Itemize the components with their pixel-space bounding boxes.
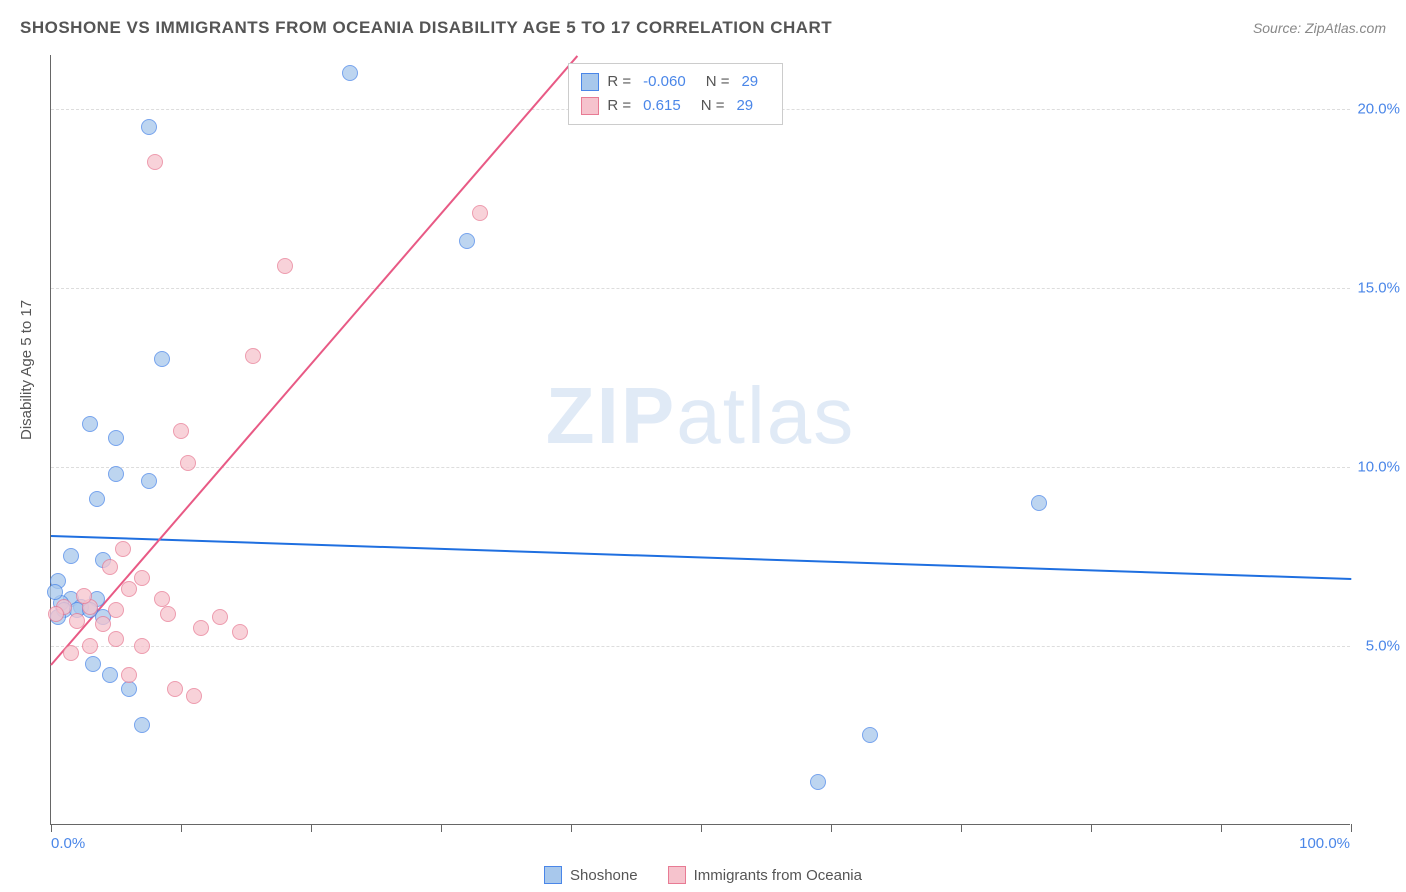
x-tick xyxy=(961,824,962,832)
legend-row: R =0.615N =29 xyxy=(581,94,770,118)
x-tick xyxy=(571,824,572,832)
data-point xyxy=(48,606,64,622)
data-point xyxy=(121,581,137,597)
x-tick xyxy=(181,824,182,832)
chart-title: SHOSHONE VS IMMIGRANTS FROM OCEANIA DISA… xyxy=(20,18,832,38)
data-point xyxy=(134,638,150,654)
legend-item-oceania: Immigrants from Oceania xyxy=(668,866,862,884)
data-point xyxy=(115,541,131,557)
legend-item-shoshone: Shoshone xyxy=(544,866,638,884)
bottom-legend: Shoshone Immigrants from Oceania xyxy=(0,866,1406,884)
data-point xyxy=(82,638,98,654)
x-tick-label: 0.0% xyxy=(51,835,85,852)
data-point xyxy=(108,631,124,647)
data-point xyxy=(95,616,111,632)
y-tick-label: 5.0% xyxy=(1366,637,1400,654)
y-tick-label: 15.0% xyxy=(1357,279,1400,296)
chart-header: SHOSHONE VS IMMIGRANTS FROM OCEANIA DISA… xyxy=(20,18,1386,38)
data-point xyxy=(180,455,196,471)
data-point xyxy=(1031,495,1047,511)
legend-swatch-oceania xyxy=(668,866,686,884)
data-point xyxy=(108,430,124,446)
data-point xyxy=(160,606,176,622)
x-tick xyxy=(441,824,442,832)
legend-label-oceania: Immigrants from Oceania xyxy=(694,867,862,884)
gridline xyxy=(51,646,1350,647)
data-point xyxy=(167,681,183,697)
data-point xyxy=(108,466,124,482)
x-tick xyxy=(1221,824,1222,832)
x-tick xyxy=(701,824,702,832)
x-tick xyxy=(51,824,52,832)
data-point xyxy=(862,727,878,743)
data-point xyxy=(141,119,157,135)
data-point xyxy=(69,613,85,629)
data-point xyxy=(277,258,293,274)
gridline xyxy=(51,467,1350,468)
y-tick-label: 10.0% xyxy=(1357,458,1400,475)
chart-source: Source: ZipAtlas.com xyxy=(1253,20,1386,36)
data-point xyxy=(63,645,79,661)
legend-swatch-shoshone xyxy=(544,866,562,884)
data-point xyxy=(82,416,98,432)
x-tick xyxy=(311,824,312,832)
data-point xyxy=(147,154,163,170)
x-tick xyxy=(1351,824,1352,832)
data-point xyxy=(134,717,150,733)
data-point xyxy=(232,624,248,640)
legend-swatch xyxy=(581,73,599,91)
data-point xyxy=(810,774,826,790)
data-point xyxy=(108,602,124,618)
data-point xyxy=(154,351,170,367)
data-point xyxy=(47,584,63,600)
regression-line xyxy=(50,55,578,665)
data-point xyxy=(134,570,150,586)
watermark: ZIPatlas xyxy=(546,370,855,462)
x-tick-label: 100.0% xyxy=(1299,835,1350,852)
data-point xyxy=(141,473,157,489)
legend-label-shoshone: Shoshone xyxy=(570,867,638,884)
data-point xyxy=(173,423,189,439)
regression-line xyxy=(51,535,1351,580)
y-axis-label: Disability Age 5 to 17 xyxy=(18,300,35,440)
data-point xyxy=(121,681,137,697)
data-point xyxy=(245,348,261,364)
gridline xyxy=(51,288,1350,289)
data-point xyxy=(212,609,228,625)
correlation-legend: R =-0.060N =29R =0.615N =29 xyxy=(568,63,783,125)
y-tick-label: 20.0% xyxy=(1357,100,1400,117)
scatter-plot-area: ZIPatlas 5.0%10.0%15.0%20.0%0.0%100.0%R … xyxy=(50,55,1350,825)
x-tick xyxy=(1091,824,1092,832)
data-point xyxy=(89,491,105,507)
data-point xyxy=(85,656,101,672)
legend-swatch xyxy=(581,97,599,115)
data-point xyxy=(63,548,79,564)
data-point xyxy=(102,667,118,683)
data-point xyxy=(186,688,202,704)
legend-row: R =-0.060N =29 xyxy=(581,70,770,94)
data-point xyxy=(459,233,475,249)
data-point xyxy=(193,620,209,636)
data-point xyxy=(472,205,488,221)
data-point xyxy=(121,667,137,683)
data-point xyxy=(76,588,92,604)
data-point xyxy=(102,559,118,575)
data-point xyxy=(342,65,358,81)
x-tick xyxy=(831,824,832,832)
